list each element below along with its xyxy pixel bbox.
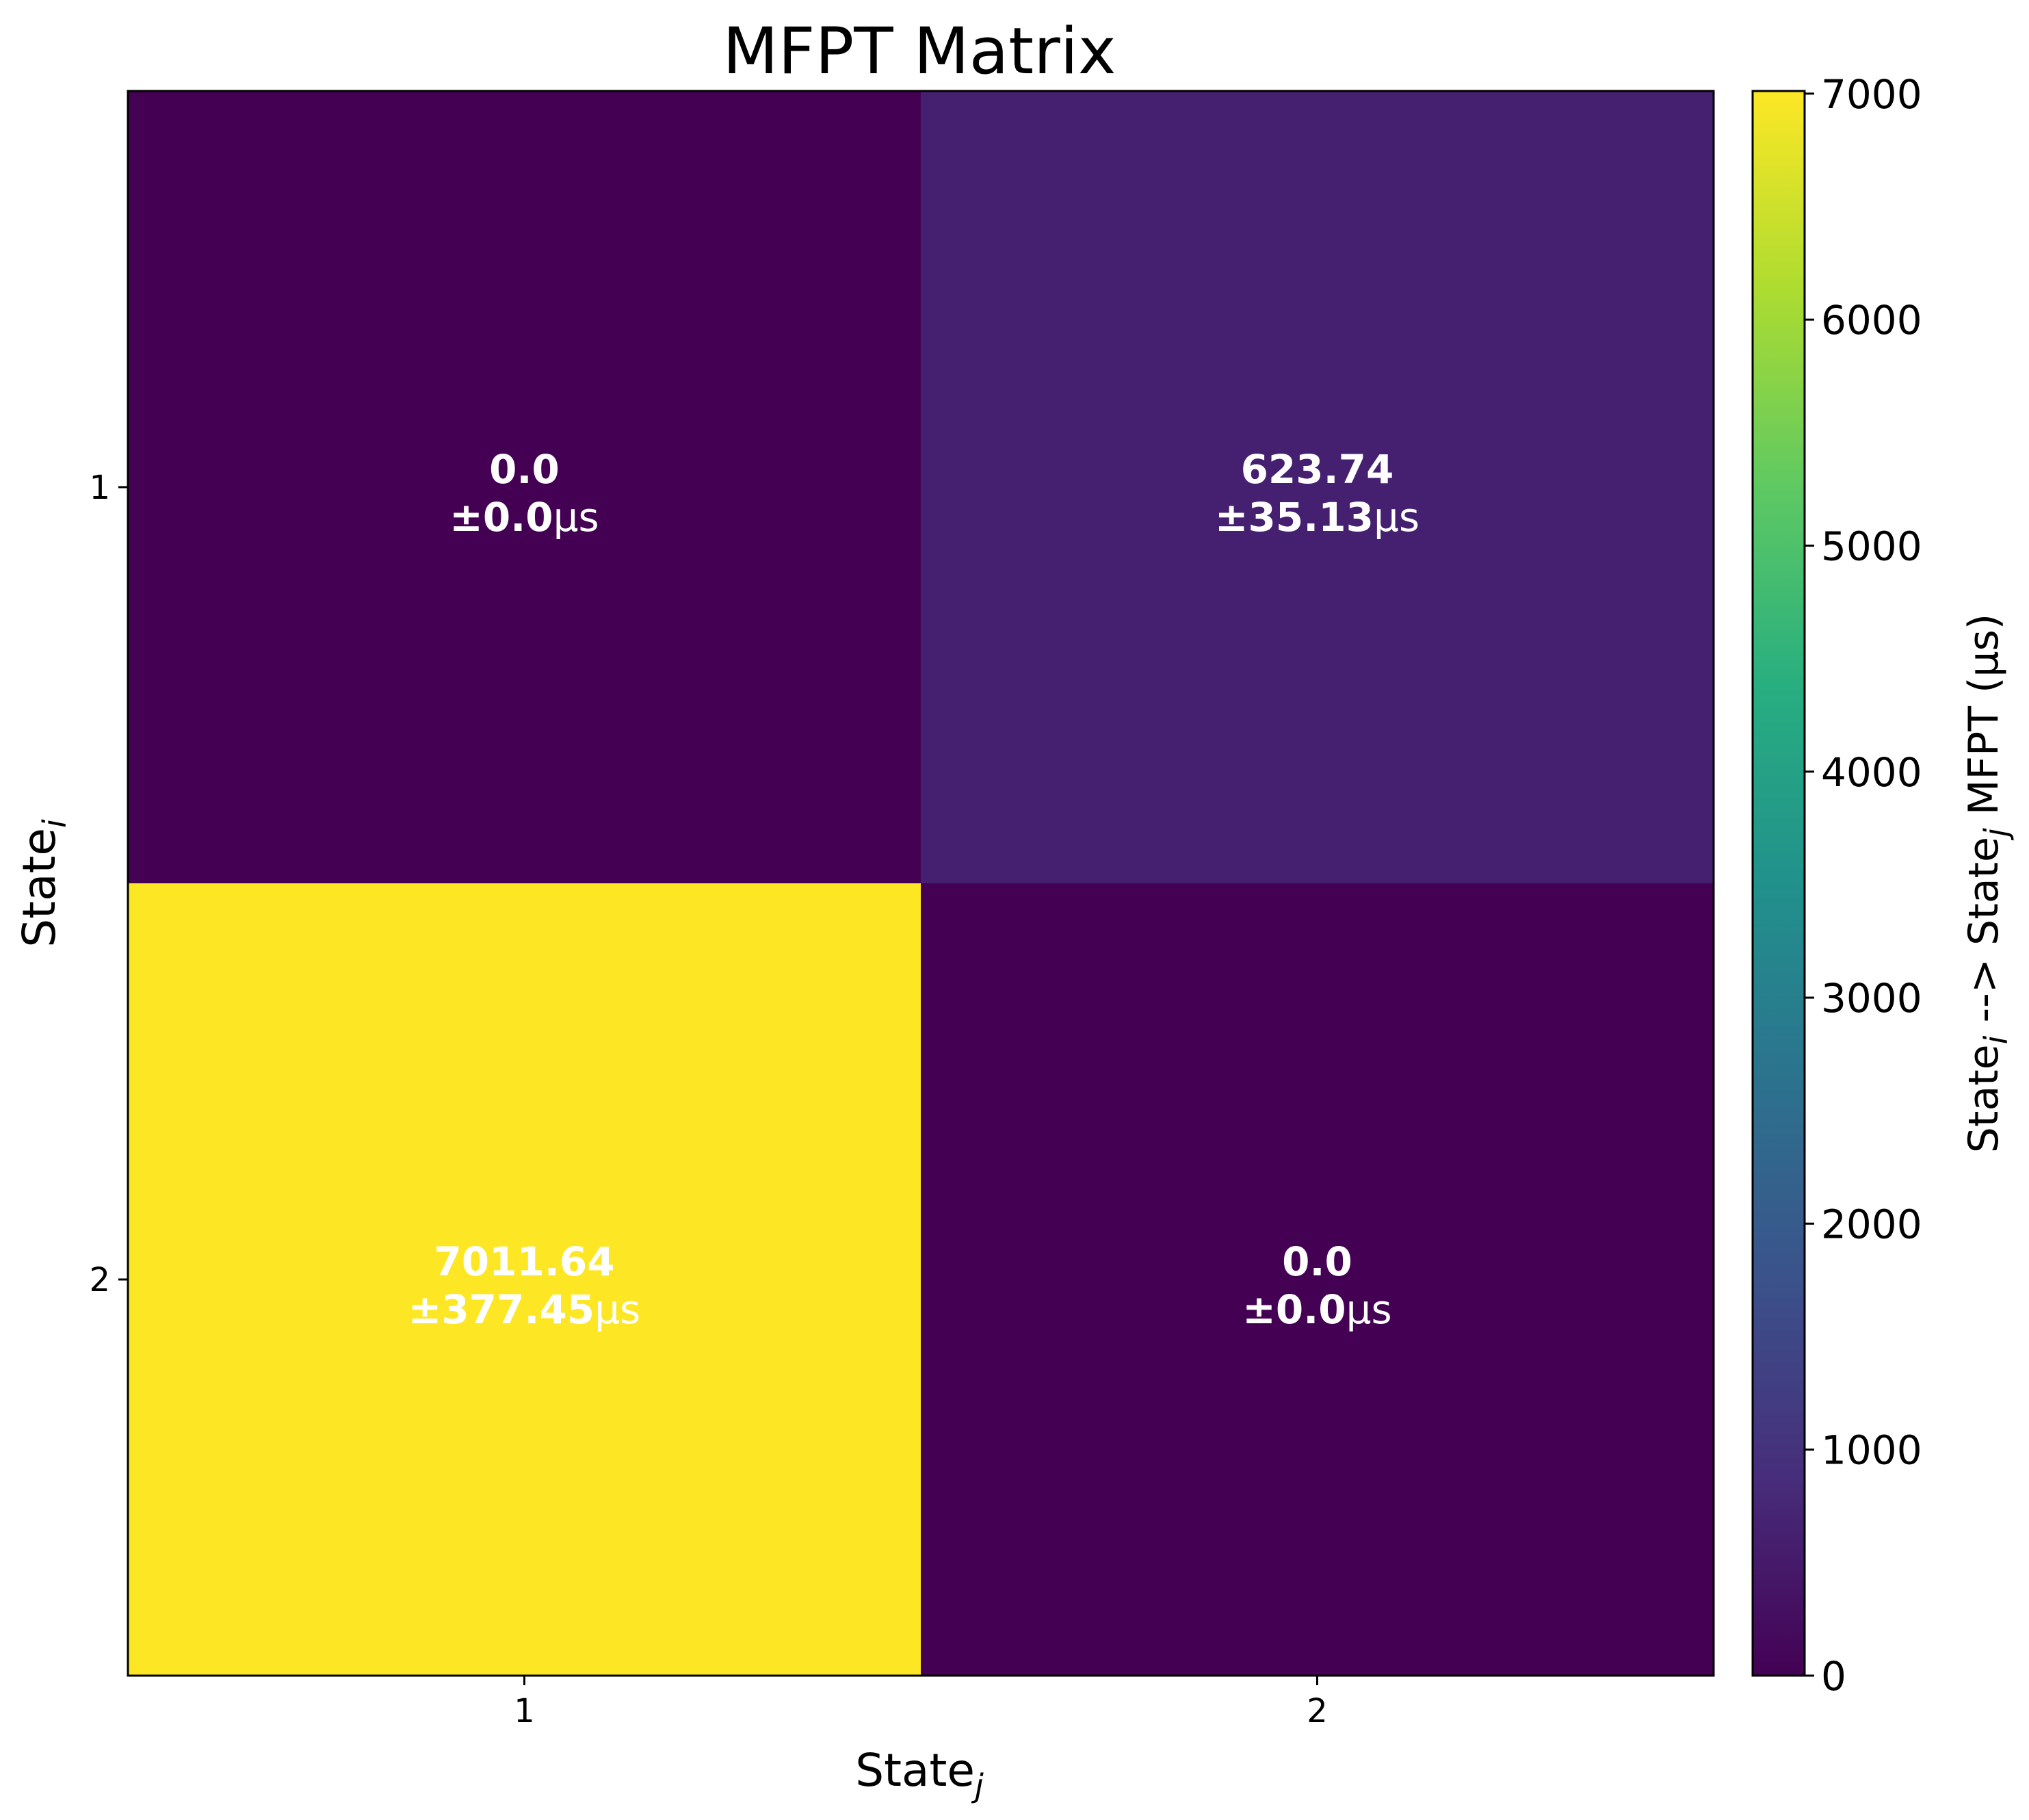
colorbar-tick-label-0: 0 xyxy=(1821,1653,1846,1700)
colorbar-label: Statei --> Statej MFPT (μs) xyxy=(1960,614,2015,1153)
colorbar-ticks: 0 1000 2000 3000 4000 5000 6000 7000 xyxy=(1805,71,1922,1700)
y-tick-label-1: 1 xyxy=(89,469,110,507)
cell-value-label-r2-c1: 7011.64 xyxy=(434,1238,614,1285)
heatmap-cell-labels: 0.0±0.0μs623.74±35.13μs7011.64±377.45μs0… xyxy=(408,446,1419,1333)
x-tick-label-1: 1 xyxy=(514,1692,535,1730)
x-axis-label: Statej xyxy=(855,1744,984,1804)
chart-title: MFPT Matrix xyxy=(722,14,1116,89)
colorbar-tick-label-1000: 1000 xyxy=(1821,1427,1922,1474)
colorbar-tick-label-3000: 3000 xyxy=(1821,975,1922,1022)
x-tick-label-2: 2 xyxy=(1307,1692,1328,1730)
cell-value-label-r1-c2: 623.74 xyxy=(1241,446,1394,493)
cell-error-label-r1-c2: ±35.13μs xyxy=(1215,494,1419,541)
heatmap-cell-r1-c1 xyxy=(128,91,921,883)
y-tick-label-2: 2 xyxy=(89,1261,110,1299)
heatmap-cell-r1-c2 xyxy=(921,91,1714,883)
colorbar-tick-label-4000: 4000 xyxy=(1821,749,1922,796)
cell-error-label-r2-c1: ±377.45μs xyxy=(408,1286,641,1333)
colorbar-tick-label-5000: 5000 xyxy=(1821,523,1922,569)
cell-value-label-r2-c2: 0.0 xyxy=(1282,1238,1352,1285)
plot-frame xyxy=(127,90,1715,1677)
heatmap-cell-r2-c2 xyxy=(921,883,1714,1676)
y-axis-ticks: 12 xyxy=(89,469,128,1299)
colorbar xyxy=(1751,90,1806,1677)
cell-error-label-r2-c2: ±0.0μs xyxy=(1242,1286,1391,1333)
y-axis-label: Statei xyxy=(13,819,73,948)
heatmap-cell-r2-c1 xyxy=(128,883,921,1676)
colorbar-tick-label-2000: 2000 xyxy=(1821,1201,1922,1247)
cell-error-label-r1-c1: ±0.0μs xyxy=(449,494,599,541)
heatmap-cells xyxy=(128,91,1714,1676)
colorbar-tick-label-6000: 6000 xyxy=(1821,297,1922,343)
colorbar-tick-label-7000: 7000 xyxy=(1821,71,1922,118)
cell-value-label-r1-c1: 0.0 xyxy=(489,446,560,493)
